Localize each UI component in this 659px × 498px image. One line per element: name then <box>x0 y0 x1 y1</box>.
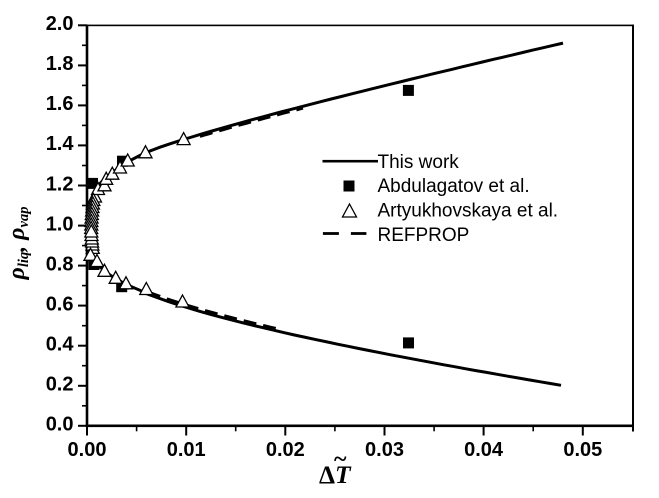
svg-text:REFPROP: REFPROP <box>378 225 470 246</box>
svg-text:0.00: 0.00 <box>68 439 107 461</box>
svg-text:0.8: 0.8 <box>46 253 74 275</box>
svg-text:0.02: 0.02 <box>266 439 305 461</box>
svg-text:0.04: 0.04 <box>464 439 504 461</box>
svg-text:2.0: 2.0 <box>46 13 74 35</box>
svg-text:0.4: 0.4 <box>46 334 75 356</box>
svg-text:0.05: 0.05 <box>563 439 602 461</box>
svg-text:0.2: 0.2 <box>46 374 74 396</box>
svg-text:1.6: 1.6 <box>46 93 74 115</box>
svg-text:0.01: 0.01 <box>167 439 206 461</box>
svg-text:1.2: 1.2 <box>46 173 74 195</box>
svg-text:ρliq, ρvap: ρliq, ρvap <box>4 207 32 281</box>
svg-text:Artyukhovskaya et al.: Artyukhovskaya et al. <box>378 201 559 222</box>
svg-text:Abdulagatov et al.: Abdulagatov et al. <box>378 176 530 197</box>
svg-text:1.8: 1.8 <box>46 53 74 75</box>
svg-text:ΔT: ΔT <box>319 460 352 489</box>
svg-text:0.0: 0.0 <box>46 414 74 436</box>
svg-text:1.4: 1.4 <box>46 133 75 155</box>
svg-text:This work: This work <box>378 152 460 173</box>
svg-text:~: ~ <box>334 447 347 473</box>
svg-text:0.03: 0.03 <box>365 439 404 461</box>
svg-text:1.0: 1.0 <box>46 213 74 235</box>
svg-text:0.6: 0.6 <box>46 293 74 315</box>
